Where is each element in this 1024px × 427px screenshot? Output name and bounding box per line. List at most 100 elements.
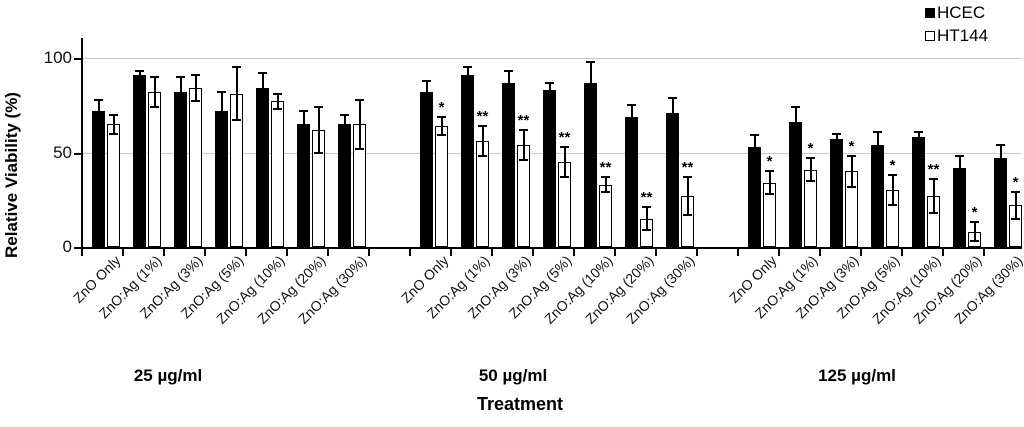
error-bar-cap-top — [832, 132, 841, 135]
x-tick — [860, 249, 862, 256]
error-bar-line — [235, 67, 238, 121]
x-tick — [696, 249, 698, 256]
error-bar-cap-bottom — [109, 132, 118, 135]
bar-ht144 — [148, 92, 161, 247]
error-bar-cap-top — [258, 72, 267, 75]
error-bar-cap-top — [314, 106, 323, 109]
error-bar-cap-bottom — [191, 100, 200, 103]
error-bar-cap-bottom — [873, 157, 882, 160]
x-tick — [532, 249, 534, 256]
bar-ht144 — [107, 124, 120, 247]
error-bar-cap-bottom — [970, 240, 979, 243]
legend-item-hcec: HCEC — [925, 1, 988, 24]
error-bar-cap-bottom — [806, 179, 815, 182]
error-bar-cap-bottom — [519, 159, 528, 162]
x-axis-line — [81, 247, 1022, 249]
significance-star: ** — [640, 189, 653, 207]
error-bar-cap-bottom — [791, 136, 800, 139]
bar-hcec — [912, 137, 925, 247]
error-bar-cap-top — [955, 155, 964, 158]
error-bar-cap-top — [683, 176, 692, 179]
hcec-swatch-icon — [925, 7, 935, 18]
bar-hcec — [174, 92, 187, 247]
x-tick — [901, 249, 903, 256]
x-tick — [737, 249, 739, 256]
error-bar-line — [138, 71, 141, 79]
error-bar-line — [589, 61, 592, 104]
bar-ht144 — [271, 101, 284, 247]
bar-hcec — [297, 124, 310, 247]
error-bar-cap-bottom — [1011, 217, 1020, 220]
error-bar-cap-top — [929, 177, 938, 180]
error-bar-cap-top — [765, 170, 774, 173]
error-bar-line — [522, 129, 525, 161]
y-tick-label-0: 0 — [62, 237, 72, 256]
bar-hcec — [584, 82, 597, 247]
significance-star: * — [438, 98, 445, 116]
bar-hcec — [420, 92, 433, 247]
error-bar-cap-bottom — [847, 185, 856, 188]
error-bar-cap-bottom — [232, 119, 241, 122]
error-bar-line — [891, 175, 894, 206]
error-bar-cap-top — [996, 143, 1005, 146]
error-bar-cap-bottom — [750, 157, 759, 160]
error-bar-line — [425, 80, 428, 104]
error-bar-cap-bottom — [929, 211, 938, 214]
error-bar-line — [261, 73, 264, 104]
error-bar-cap-top — [422, 79, 431, 82]
bar-hcec — [92, 110, 105, 247]
error-bar-line — [179, 76, 182, 108]
error-bar-cap-top — [847, 155, 856, 158]
significance-star: * — [1012, 174, 1019, 192]
error-bar-line — [112, 114, 115, 134]
significance-star: ** — [476, 108, 489, 126]
error-bar-line — [794, 107, 797, 138]
y-tick-label-50: 50 — [53, 142, 72, 162]
error-bar-cap-bottom — [642, 228, 651, 231]
error-bar-cap-top — [1011, 191, 1020, 194]
error-bar-line — [753, 135, 756, 159]
y-axis-title: Relative Viability (%) — [2, 92, 21, 258]
bar-hcec — [461, 75, 474, 247]
error-bar-cap-top — [642, 206, 651, 209]
x-tick — [450, 249, 452, 256]
significance-star: ** — [599, 159, 612, 177]
error-bar-cap-bottom — [94, 121, 103, 124]
error-bar-cap-top — [299, 109, 308, 112]
error-bar-line — [153, 76, 156, 108]
bar-hcec — [338, 124, 351, 247]
error-bar-cap-top — [232, 66, 241, 69]
significance-star: * — [971, 204, 978, 222]
error-bar-line — [302, 110, 305, 138]
bar-hcec — [133, 75, 146, 247]
x-tick — [655, 249, 657, 256]
error-bar-cap-top — [217, 91, 226, 94]
error-bar-line — [317, 107, 320, 153]
significance-star: * — [889, 157, 896, 175]
error-bar-cap-bottom — [560, 176, 569, 179]
error-bar-cap-bottom — [258, 102, 267, 105]
error-bar-line — [604, 177, 607, 193]
error-bar-line — [630, 105, 633, 128]
bar-ht144 — [599, 184, 612, 247]
error-bar-cap-bottom — [888, 204, 897, 207]
error-bar-cap-bottom — [914, 142, 923, 145]
error-bar-line — [276, 93, 279, 110]
error-bar-line — [358, 99, 361, 149]
bar-hcec — [256, 88, 269, 247]
error-bar-line — [645, 207, 648, 230]
bar-hcec — [502, 82, 515, 247]
ht144-swatch-icon — [925, 30, 935, 41]
error-bar-cap-top — [519, 128, 528, 131]
error-bar-line — [850, 156, 853, 187]
bar-ht144 — [435, 126, 448, 247]
error-bar-cap-top — [888, 174, 897, 177]
x-tick — [81, 249, 83, 256]
y-tick-0 — [74, 247, 81, 249]
bar-hcec — [789, 122, 802, 247]
x-tick — [204, 249, 206, 256]
error-bar-cap-top — [601, 176, 610, 179]
error-bar-cap-bottom — [668, 126, 677, 129]
error-bar-cap-bottom — [832, 143, 841, 146]
error-bar-cap-top — [109, 113, 118, 116]
